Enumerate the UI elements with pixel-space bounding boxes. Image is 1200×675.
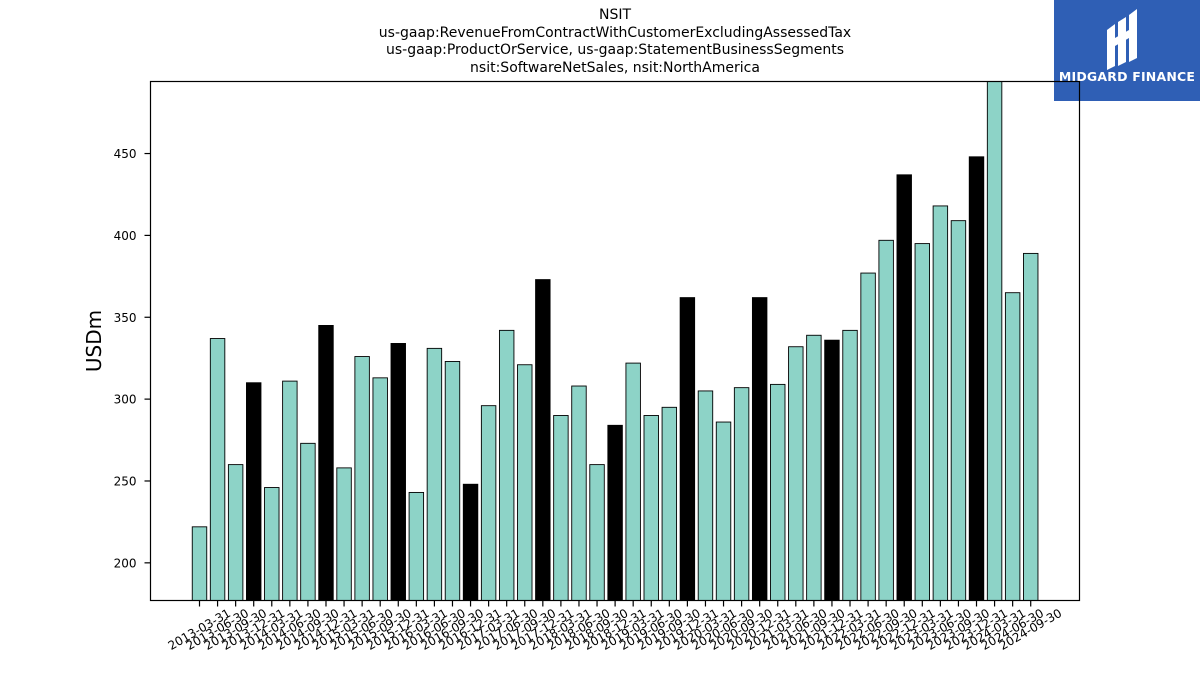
bar xyxy=(1004,292,1021,601)
bar xyxy=(462,483,479,601)
y-tick-label: 350 xyxy=(114,311,137,325)
bar xyxy=(806,334,822,601)
bar xyxy=(372,377,388,601)
bar xyxy=(950,220,967,601)
y-tick-label: 400 xyxy=(114,229,137,243)
bar xyxy=(914,243,930,601)
plot-frame xyxy=(149,80,1081,602)
bar xyxy=(968,156,985,601)
title-line: us-gaap:ProductOrService, us-gaap:Statem… xyxy=(385,42,844,58)
bar xyxy=(715,421,732,601)
bar xyxy=(191,526,208,601)
bar xyxy=(336,467,352,601)
bar xyxy=(607,424,623,601)
y-axis-label: USDm xyxy=(82,310,106,372)
bar xyxy=(354,356,370,601)
bar xyxy=(679,297,696,601)
title-line: nsit:SoftwareNetSales, nsit:NorthAmerica xyxy=(470,59,760,76)
y-tick-label: 300 xyxy=(114,393,137,407)
bar xyxy=(751,297,768,601)
midgard-finance-logo: MIDGARD FINANCE xyxy=(1054,0,1200,101)
bar xyxy=(553,415,569,601)
bar xyxy=(282,380,298,601)
bar xyxy=(932,205,949,601)
bar xyxy=(643,415,659,601)
bar xyxy=(986,81,1003,601)
y-tick-label: 250 xyxy=(114,474,137,488)
y-tick-label: 450 xyxy=(114,147,137,161)
bar xyxy=(426,347,443,601)
bar xyxy=(444,361,461,601)
bar xyxy=(824,339,840,601)
x-axis: 2013-03-312013-06-302013-09-302013-12-31… xyxy=(166,600,1064,653)
bar xyxy=(878,239,894,601)
title-line: us-gaap:RevenueFromContractWithCustomerE… xyxy=(378,24,852,41)
bar xyxy=(318,325,334,601)
bar xyxy=(408,491,425,601)
bar xyxy=(209,338,226,601)
title-line: NSIT xyxy=(598,7,632,23)
bar xyxy=(589,464,605,601)
bar xyxy=(498,329,515,601)
bar xyxy=(842,329,858,601)
bar xyxy=(480,405,497,601)
bar xyxy=(571,385,587,601)
bar xyxy=(788,346,804,601)
bar xyxy=(733,387,750,601)
bar xyxy=(390,343,406,601)
bar xyxy=(1023,252,1039,601)
bars-group xyxy=(191,81,1039,601)
y-axis: 200 250 300 350 400 450 xyxy=(114,147,151,570)
bar xyxy=(300,442,316,601)
bar xyxy=(770,383,786,601)
bar xyxy=(625,362,641,601)
bar xyxy=(264,487,280,601)
bar xyxy=(227,464,244,601)
bar xyxy=(535,279,551,601)
bar xyxy=(896,174,912,601)
bar xyxy=(246,382,262,601)
bar xyxy=(517,364,533,601)
bar xyxy=(697,390,714,601)
logo-text: MIDGARD FINANCE xyxy=(1058,69,1196,84)
bar xyxy=(860,272,876,601)
chart-title: NSIT us-gaap:RevenueFromContractWithCust… xyxy=(150,7,1080,77)
logo-mark-icon xyxy=(1107,9,1137,70)
y-tick-label: 200 xyxy=(114,556,137,570)
bar xyxy=(661,406,678,601)
